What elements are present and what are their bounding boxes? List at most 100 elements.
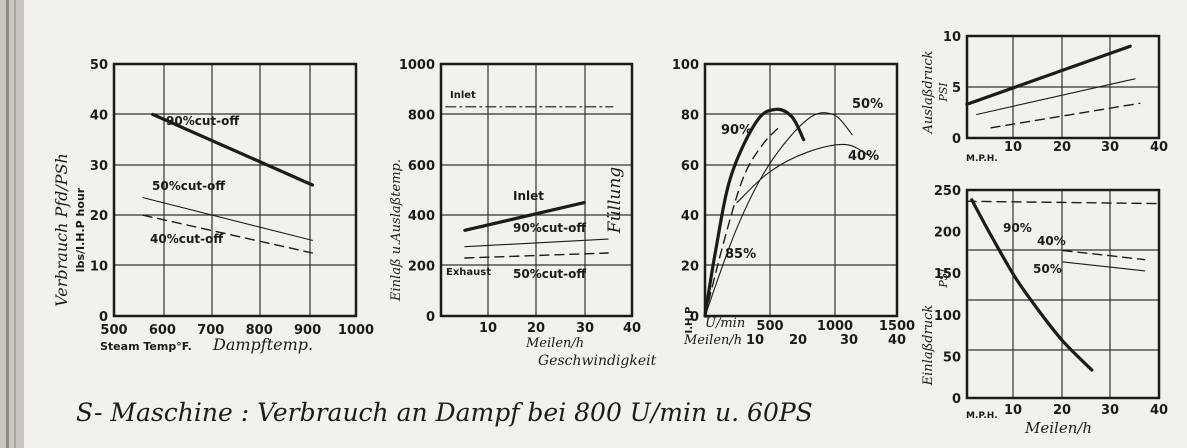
c3-series-line — [704, 112, 853, 317]
c3-series-label: 85% — [725, 247, 756, 262]
c1-ytick-label: 0 — [99, 310, 108, 325]
c2-xtick-label: 30 — [576, 321, 594, 336]
c3-ytick-label: 20 — [681, 260, 699, 275]
c1-series-label: 40%cut-off — [150, 232, 223, 246]
c5-ytick-label: 100 — [934, 309, 961, 324]
c2-xtick-label: 20 — [527, 321, 545, 336]
c4-ylabel-main: Auslaßdruck — [921, 50, 936, 134]
c3-xtick2-label: 30 — [840, 333, 858, 348]
c1-xtick-label: 1000 — [338, 323, 374, 338]
c3-series-label: 90% — [721, 123, 752, 138]
c1-series-label: 90%cut-off — [166, 114, 239, 128]
c1-xtick-label: 900 — [294, 323, 321, 338]
caption: S- Maschine : Verbrauch an Dampf bei 800… — [76, 398, 813, 427]
c5-xlabel-right: Meilen/h — [1024, 419, 1092, 437]
c2-ytick-label: 800 — [408, 108, 435, 123]
c4-ytick-label: 5 — [952, 81, 961, 96]
c1-series-line — [151, 112, 314, 187]
c3-ytick-label: 100 — [672, 58, 699, 73]
c1-xlabel-right: Dampftemp. — [212, 335, 313, 354]
c4-series-line — [976, 78, 1136, 116]
c3-series-label: 50% — [852, 97, 883, 112]
c1-plot-frame — [112, 62, 358, 318]
c3-xlabel-bottom: Meilen/h — [683, 333, 742, 348]
c3-ytick-label: 80 — [681, 108, 699, 123]
c5-plot-frame — [965, 188, 1161, 400]
c3-series-line — [736, 143, 872, 204]
c2-ytick-label: 0 — [426, 310, 435, 325]
chart-c4: 0 5 10 10 20 30 40 — [943, 30, 1168, 155]
c5-series-label: 90% — [1003, 221, 1032, 235]
c3-xtick2-label: 10 — [746, 333, 764, 348]
scan-edge-line-2 — [14, 0, 16, 448]
c2-ylabel-main: Einlaß u.Auslaßtemp. — [389, 159, 404, 302]
c2-annotation-exhaust: Exhaust — [446, 267, 491, 278]
c5-series-line — [1062, 249, 1146, 261]
c1-series-line — [142, 197, 313, 241]
c5-ylabel-main: Einlaßdruck — [921, 305, 936, 387]
c2-xlabel-sub: Geschwindigkeit — [538, 353, 657, 369]
c3-xtick-label: 500 — [756, 319, 783, 334]
c5-series-line — [1062, 261, 1146, 272]
c2-annotation-inlet: Inlet — [450, 90, 476, 101]
c5-series-line — [970, 198, 1094, 372]
c3-ytick-label: 60 — [681, 159, 699, 174]
c1-xlabel-left: Steam Temp°F. — [100, 340, 192, 353]
c4-xtick-label: 10 — [1004, 140, 1022, 155]
c5-xtick-label: 20 — [1053, 403, 1071, 418]
chart-c2: 0 200 400 600 800 1000 10 20 30 40 Inlet 90%cut-off… — [399, 58, 641, 336]
c5-xtick-label: 40 — [1150, 403, 1168, 418]
c1-ylabel-sub: lbs/I.H.P hour — [74, 187, 87, 272]
c2-series-line — [464, 252, 609, 259]
c1-ytick-label: 50 — [90, 58, 108, 73]
c4-series-line — [990, 102, 1141, 129]
c3-ytick-label: 0 — [690, 310, 699, 325]
c2-xlabel-main: Meilen/h — [525, 336, 584, 351]
c2-ytick-label: 600 — [408, 159, 435, 174]
c2-ytick-label: 400 — [408, 209, 435, 224]
c3-xtick-label: 1000 — [817, 319, 853, 334]
c5-ytick-label: 200 — [934, 226, 961, 241]
c5-xtick-label: 30 — [1101, 403, 1119, 418]
c2-side-label: Füllung — [605, 167, 625, 235]
c1-series-label: 50%cut-off — [152, 179, 225, 193]
c3-ytick-label: 40 — [681, 209, 699, 224]
c5-xlabel-left: M.P.H. — [966, 411, 998, 421]
c3-xtick-label: 1500 — [879, 319, 915, 334]
c5-ytick-label: 150 — [934, 267, 961, 282]
c4-ylabel-sub: PSI — [937, 82, 950, 103]
c2-xtick-label: 40 — [623, 321, 641, 336]
c1-ytick-label: 10 — [90, 260, 108, 275]
c5-xtick-label: 10 — [1004, 403, 1022, 418]
c4-xtick-label: 30 — [1101, 140, 1119, 155]
c2-series-label: 50%cut-off — [513, 267, 586, 281]
scan-edge-line — [6, 0, 9, 448]
c2-series-label: Inlet — [513, 189, 544, 203]
c5-series-label: 40% — [1037, 234, 1066, 248]
c4-xtick-label: 20 — [1053, 140, 1071, 155]
c3-ylabel-main: I.H.P — [684, 306, 695, 333]
c2-series-line — [464, 238, 609, 248]
c3-series-line — [704, 126, 780, 317]
c3-series-label: 40% — [848, 149, 879, 164]
chart-c5: 0 50 100 150 200 250 10 20 30 40 90% 40% 50% — [934, 184, 1168, 418]
c1-ylabel-main: Verbrauch Pfd/PSh — [52, 153, 71, 307]
c2-ytick-label: 1000 — [399, 58, 435, 73]
c4-series-line — [965, 44, 1132, 106]
c3-series-line — [703, 107, 806, 318]
c1-xtick-label: 500 — [100, 323, 127, 338]
c4-xlabel: M.P.H. — [966, 154, 998, 164]
c1-ytick-label: 40 — [90, 108, 108, 123]
c2-series-label: 90%cut-off — [513, 221, 586, 235]
c5-ytick-label: 250 — [934, 184, 961, 199]
c5-ylabel-sub: PSI — [937, 268, 950, 289]
c1-ytick-label: 30 — [90, 159, 108, 174]
c4-ytick-label: 10 — [943, 30, 961, 45]
chart-c1: 0 10 20 30 40 50 500 600 700 800 900 1000 90%cut-off… — [90, 58, 374, 338]
c5-series-label: 50% — [1033, 262, 1062, 276]
c4-xtick-label: 40 — [1150, 140, 1168, 155]
c4-plot-frame — [965, 34, 1161, 140]
c3-xtick2-label: 20 — [789, 333, 807, 348]
